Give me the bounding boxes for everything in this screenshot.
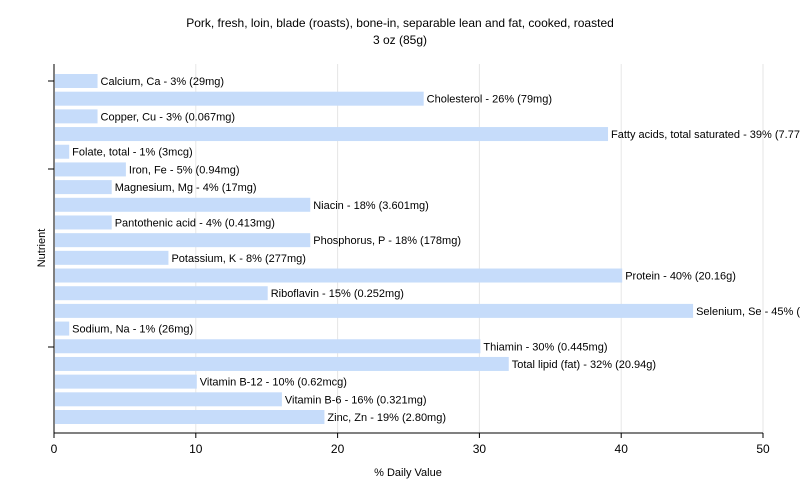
bar-label: Riboflavin - 15% (0.252mg) [271,288,404,300]
bar [55,127,609,142]
bar-label: Copper, Cu - 3% (0.067mg) [101,111,236,123]
bar [55,321,70,336]
chart-subtitle: 3 oz (85g) [373,33,427,47]
bar-label: Cholesterol - 26% (79mg) [427,94,552,106]
bar-label: Pantothenic acid - 4% (0.413mg) [115,217,275,229]
axes: 0 10 20 30 40 50 [48,64,770,456]
bar [55,162,126,177]
x-tick-label: 0 [51,442,58,456]
gridlines [195,64,764,433]
bar [55,250,169,265]
bar-label: Protein - 40% (20.16g) [625,271,736,283]
bar [55,268,623,283]
bar-label: Total lipid (fat) - 32% (20.94g) [512,359,656,371]
bar [55,374,197,389]
bar [55,144,70,159]
bar [55,74,98,88]
bar-label: Magnesium, Mg - 4% (17mg) [115,182,257,194]
bar [55,91,424,106]
x-tick-label: 40 [615,442,629,456]
bar [55,197,311,212]
bar-label: Calcium, Ca - 3% (29mg) [101,76,224,88]
bar-label: Zinc, Zn - 19% (2.80mg) [327,412,446,424]
bar [55,356,509,371]
x-tick-label: 30 [473,442,487,456]
bar [55,410,325,424]
bars: Calcium, Ca - 3% (29mg) Cholesterol - 26%… [55,74,800,424]
bar-label: Folate, total - 1% (3mcg) [72,147,192,159]
chart-title: Pork, fresh, loin, blade (roasts), bone-… [186,16,614,30]
bar-label: Potassium, K - 8% (277mg) [171,253,306,265]
x-tick-label: 50 [756,442,770,456]
bar-label: Vitamin B-6 - 16% (0.321mg) [285,394,427,406]
bar-label: Fatty acids, total saturated - 39% (7.77… [611,129,800,141]
bar [55,339,481,354]
bar [55,286,268,301]
bar-label: Iron, Fe - 5% (0.94mg) [129,164,240,176]
bar [55,303,694,318]
bar-label: Thiamin - 30% (0.445mg) [483,341,607,353]
bar-label: Vitamin B-12 - 10% (0.62mcg) [200,377,347,389]
bar [55,180,112,195]
y-axis-label: Nutrient [36,229,48,268]
bar-label: Selenium, Se - 45% (31.5mcg) [696,306,800,318]
bar [55,233,311,248]
bar [55,392,282,407]
bar-label: Niacin - 18% (3.601mg) [313,200,429,212]
x-tick-label: 20 [331,442,345,456]
bar-label: Sodium, Na - 1% (26mg) [72,324,193,336]
x-tick-label: 10 [189,442,203,456]
bar-label: Phosphorus, P - 18% (178mg) [313,235,461,247]
bar [55,215,112,230]
bar [55,109,98,124]
x-axis-label: % Daily Value [374,467,442,479]
